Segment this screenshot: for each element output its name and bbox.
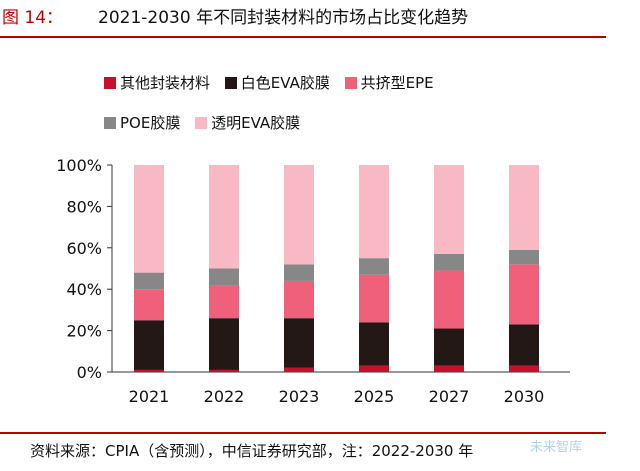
bar-segment-s2-2030 <box>509 264 539 325</box>
bar-segment-s2-2025 <box>359 274 389 323</box>
figure-number: 图 14： <box>2 8 64 28</box>
legend-swatch-epe <box>344 77 357 89</box>
bar-segment-s1-2027 <box>434 328 464 366</box>
bar-segment-s3-2022 <box>209 268 239 286</box>
watermark: 未来智库 <box>530 440 583 455</box>
y-tick-label: 100% <box>56 156 102 175</box>
bar-segment-s0-2021 <box>134 369 164 372</box>
source-note: 资料来源：CPIA（含预测），中信证券研究部，注：2022-2030 年 <box>30 442 474 460</box>
legend-item-epe: 共挤型EPE <box>344 72 434 94</box>
legend-item-white-eva: 白色EVA胶膜 <box>224 72 330 94</box>
x-tick-label: 2027 <box>429 387 470 406</box>
legend-label-clear-eva: 透明EVA胶膜 <box>211 114 301 132</box>
legend-swatch-other <box>104 77 116 89</box>
x-tick-label: 2022 <box>204 387 245 406</box>
bar-segment-s0-2022 <box>209 369 239 372</box>
legend-item-poe: POE胶膜 <box>104 112 180 134</box>
bar-segment-s2-2022 <box>209 285 239 319</box>
bar-segment-s4-2021 <box>134 165 164 273</box>
bar-segment-s1-2022 <box>209 318 239 370</box>
x-tick-label: 2023 <box>279 387 320 406</box>
bar-segment-s0-2030 <box>509 365 539 372</box>
legend-label-white-eva: 白色EVA胶膜 <box>240 74 330 92</box>
y-tick-label: 80% <box>66 197 102 216</box>
stacked-bar-chart: 0% 20% 40% 60% 80% 100% 2021 2022 2023 2025 2027 20… <box>56 156 570 406</box>
y-tick-label: 0% <box>77 363 102 382</box>
bar-segment-s0-2023 <box>284 367 314 372</box>
x-tick-label: 2030 <box>504 387 545 406</box>
legend-item-clear-eva: 透明EVA胶膜 <box>195 112 300 134</box>
bar-segment-s4-2025 <box>359 165 389 259</box>
legend-row-1: 其他封装材料 白色EVA胶膜 共挤型EPE <box>104 72 444 94</box>
bar-segment-s3-2025 <box>359 258 389 275</box>
y-tick-label: 20% <box>66 322 102 341</box>
title-divider <box>0 36 606 38</box>
bar-segment-s3-2027 <box>434 254 464 271</box>
legend-item-other: 其他封装材料 <box>104 72 210 94</box>
bar-segment-s4-2022 <box>209 165 239 269</box>
bar-segment-s3-2023 <box>284 264 314 281</box>
legend-label-other: 其他封装材料 <box>120 74 211 92</box>
bar-segment-s0-2027 <box>434 365 464 372</box>
bar-segment-s1-2030 <box>509 324 539 366</box>
legend-row-2: POE胶膜 透明EVA胶膜 <box>104 112 310 134</box>
bar-segment-s4-2027 <box>434 165 464 255</box>
bar-segment-s0-2025 <box>359 365 389 372</box>
x-tick-label: 2021 <box>129 387 170 406</box>
figure-title: 图 14： 2021-2030 年不同封装材料的市场占比变化趋势 <box>2 3 638 33</box>
legend-label-epe: 共挤型EPE <box>360 74 434 92</box>
legend-label-poe: POE胶膜 <box>120 114 181 132</box>
bar-segment-s1-2021 <box>134 320 164 370</box>
x-tick-label: 2025 <box>354 387 395 406</box>
legend-swatch-white-eva <box>224 77 237 89</box>
bar-segment-s3-2030 <box>509 249 539 265</box>
bar-segment-s4-2030 <box>509 165 539 250</box>
bar-segment-s4-2023 <box>284 165 314 265</box>
footer-divider <box>0 432 606 434</box>
bar-segment-s3-2021 <box>134 272 164 290</box>
bar-segment-s2-2027 <box>434 270 464 329</box>
bar-segment-s1-2025 <box>359 322 389 366</box>
bar-segment-s2-2023 <box>284 280 314 319</box>
y-tick-label: 40% <box>66 280 102 299</box>
y-tick-label: 60% <box>66 239 102 258</box>
legend-swatch-poe <box>104 117 116 129</box>
bar-segment-s2-2021 <box>134 289 164 321</box>
chart-title: 2021-2030 年不同封装材料的市场占比变化趋势 <box>98 8 469 28</box>
bar-segment-s1-2023 <box>284 318 314 368</box>
legend-swatch-clear-eva <box>195 117 208 129</box>
